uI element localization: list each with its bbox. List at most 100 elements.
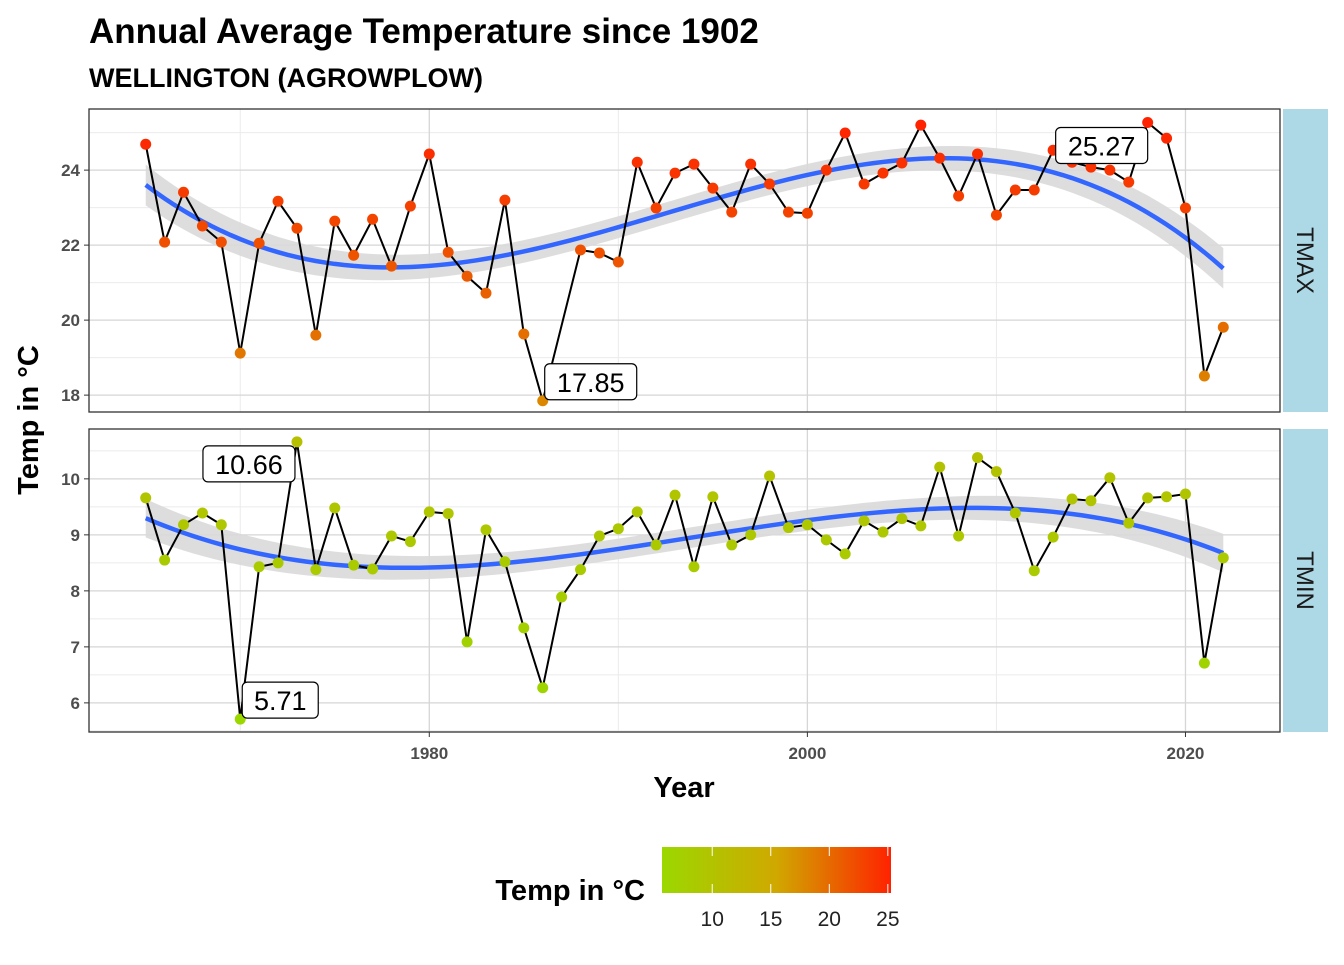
data-point [1085,161,1097,173]
data-point [745,158,757,170]
facet-strip [1283,429,1328,732]
annotation-box [1055,126,1149,165]
facet-strip [1283,109,1328,412]
y-axis-label: Temp in °C [13,345,45,495]
data-point [1198,370,1210,382]
data-point [442,508,454,520]
data-point [253,561,265,573]
data-point [669,167,681,179]
data-point [1123,517,1135,529]
data-point [1161,132,1173,144]
data-point [253,237,265,249]
annotation-box [544,363,638,401]
data-point [915,520,927,532]
data-point [140,138,152,150]
data-point [329,215,341,227]
data-point [499,556,511,568]
data-point [839,127,851,139]
data-point [707,491,719,503]
data-point [612,256,624,268]
facet-strip-label: TMIN [1291,551,1318,610]
data-point [291,222,303,234]
data-point [1009,507,1021,519]
chart-subtitle: WELLINGTON (AGROWPLOW) [89,63,483,93]
y-tick-label: 7 [71,638,80,657]
data-point [1217,321,1229,333]
legend-tick-label: 25 [876,908,899,931]
facet-strip-label: TMAX [1291,227,1318,294]
data-point [518,622,530,634]
data-point [423,506,435,518]
data-point [178,186,190,198]
data-point [215,519,227,531]
y-tick-label: 22 [61,236,80,255]
data-point [896,513,908,525]
confidence-band [145,145,1224,289]
data-point [575,244,587,256]
data-point [972,148,984,160]
data-point [972,452,984,464]
data-point [234,347,246,359]
data-point [631,156,643,168]
data-point [159,236,171,248]
x-tick-label: 2000 [788,744,826,763]
data-point [310,329,322,341]
data-point [1161,491,1173,503]
data-point [858,178,870,190]
data-point [934,152,946,164]
data-point [159,554,171,566]
data-point [764,470,776,482]
annotation-label: 25.27 [1055,126,1149,165]
data-point [404,536,416,548]
data-point [196,220,208,232]
data-point [650,202,662,214]
data-point [461,636,473,648]
annotation-text: 25.27 [1068,132,1136,162]
data-point [272,195,284,207]
y-tick-label: 18 [61,386,80,405]
data-point [707,182,719,194]
data-point [518,328,530,340]
data-point [801,207,813,219]
data-point [1028,565,1040,577]
y-tick-label: 9 [71,526,80,545]
y-tick-label: 8 [71,582,80,601]
data-point [726,539,738,551]
data-point [404,200,416,212]
data-point [1009,184,1021,196]
y-tick-label: 20 [61,311,80,330]
data-point [480,287,492,299]
data-point [348,559,360,571]
legend-colorbar [662,847,891,893]
data-point [291,436,303,448]
data-point [575,564,587,576]
data-point [858,515,870,527]
data-point [1179,488,1191,500]
legend-title: Temp in °C [495,875,645,907]
annotation-text: 5.71 [254,686,307,716]
data-point [215,236,227,248]
data-point [1217,552,1229,564]
data-point [764,178,776,190]
data-point [782,206,794,218]
data-point [990,209,1002,221]
annotation-label: 10.66 [202,445,296,483]
annotation-text: 17.85 [557,368,625,398]
data-point [1142,492,1154,504]
data-point [499,194,511,206]
data-point [631,506,643,518]
data-point [820,164,832,176]
data-point [915,119,927,131]
data-point [669,489,681,501]
data-point [556,591,568,603]
data-point [953,530,965,542]
data-point [1104,472,1116,484]
data-point [650,539,662,551]
data-point [348,249,360,261]
data-point [310,564,322,576]
data-point [385,260,397,272]
data-point [896,157,908,169]
data-point [877,167,889,179]
data-point [782,522,794,534]
data-point [953,190,965,202]
